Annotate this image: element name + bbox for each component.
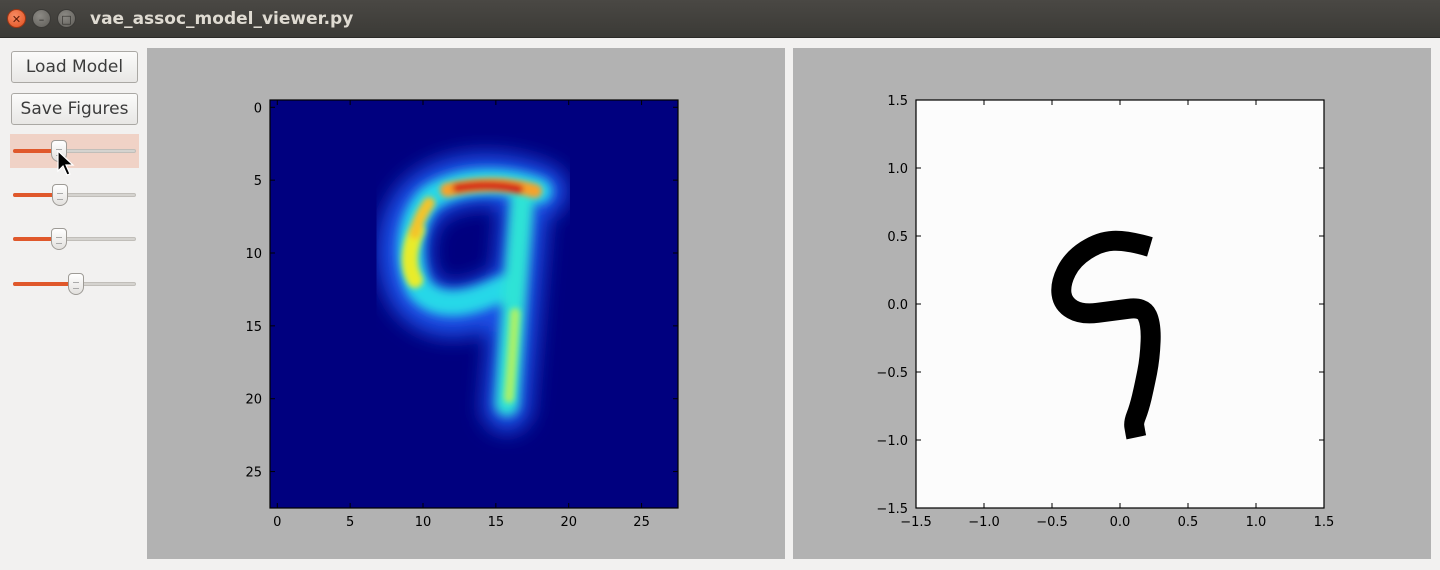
slider-handle[interactable] <box>51 184 68 206</box>
y-tick-label: 25 <box>245 466 262 481</box>
heatmap-figure: 0 5 10 15 20 25 0 5 10 15 20 25 <box>245 99 679 530</box>
latent-slider-4[interactable] <box>10 267 139 301</box>
y-tick-label: 15 <box>245 320 262 335</box>
digit-stroke-line <box>1051 230 1161 444</box>
stroke-figure: −1.5 −1.0 −0.5 0.0 0.5 1.0 1.5 1.5 1.0 0.5 0.0 −0.5… <box>876 94 1335 530</box>
y-tick-label: 0.0 <box>887 298 908 313</box>
title-bar: ✕ – □ vae_assoc_model_viewer.py <box>0 0 1440 38</box>
slider-handle[interactable] <box>67 273 84 295</box>
x-tick-label: 10 <box>415 515 432 530</box>
y-tick-label: 10 <box>245 247 262 262</box>
slider-handle[interactable] <box>50 228 67 250</box>
x-tick-label: 20 <box>560 515 577 530</box>
heatmap-image <box>270 100 678 508</box>
stroke-panel: −1.5 −1.0 −0.5 0.0 0.5 1.0 1.5 1.5 1.0 0.5 0.0 −0.5… <box>793 48 1431 559</box>
x-tick-label: 5 <box>346 515 354 530</box>
slider-fill <box>13 237 59 241</box>
latent-slider-3[interactable] <box>10 222 139 256</box>
y-tick-label: 0 <box>254 101 262 116</box>
x-tick-label: 15 <box>488 515 505 530</box>
latent-slider-2[interactable] <box>10 178 139 212</box>
x-tick-label: −0.5 <box>1036 515 1068 530</box>
y-tick-label: −0.5 <box>876 366 908 381</box>
x-tick-label: 25 <box>633 515 650 530</box>
x-tick-label: −1.5 <box>900 515 932 530</box>
minimize-window-button[interactable]: – <box>32 9 51 28</box>
y-tick-label: −1.5 <box>876 502 908 517</box>
slider-fill <box>13 193 60 197</box>
x-tick-label: 0 <box>273 515 281 530</box>
x-tick-label: 0.0 <box>1110 515 1131 530</box>
mouse-cursor-icon <box>57 150 75 176</box>
close-window-button[interactable]: ✕ <box>7 9 26 28</box>
y-tick-label: 1.5 <box>887 94 908 109</box>
x-tick-label: 1.0 <box>1246 515 1267 530</box>
load-model-button[interactable]: Load Model <box>11 51 138 83</box>
y-tick-label: −1.0 <box>876 434 908 449</box>
heatmap-axes-frame <box>269 99 679 509</box>
maximize-window-button[interactable]: □ <box>57 9 76 28</box>
save-figures-button[interactable]: Save Figures <box>11 93 138 125</box>
y-tick-label: 5 <box>254 174 262 189</box>
slider-fill <box>13 149 59 153</box>
heatmap-panel: 0 5 10 15 20 25 0 5 10 15 20 25 <box>147 48 785 559</box>
window-title: vae_assoc_model_viewer.py <box>90 9 354 29</box>
y-tick-label: 20 <box>245 393 262 408</box>
slider-fill <box>13 282 76 286</box>
x-tick-label: 0.5 <box>1178 515 1199 530</box>
x-tick-label: 1.5 <box>1314 515 1335 530</box>
x-tick-label: −1.0 <box>968 515 1000 530</box>
y-tick-label: 1.0 <box>887 162 908 177</box>
y-tick-label: 0.5 <box>887 230 908 245</box>
